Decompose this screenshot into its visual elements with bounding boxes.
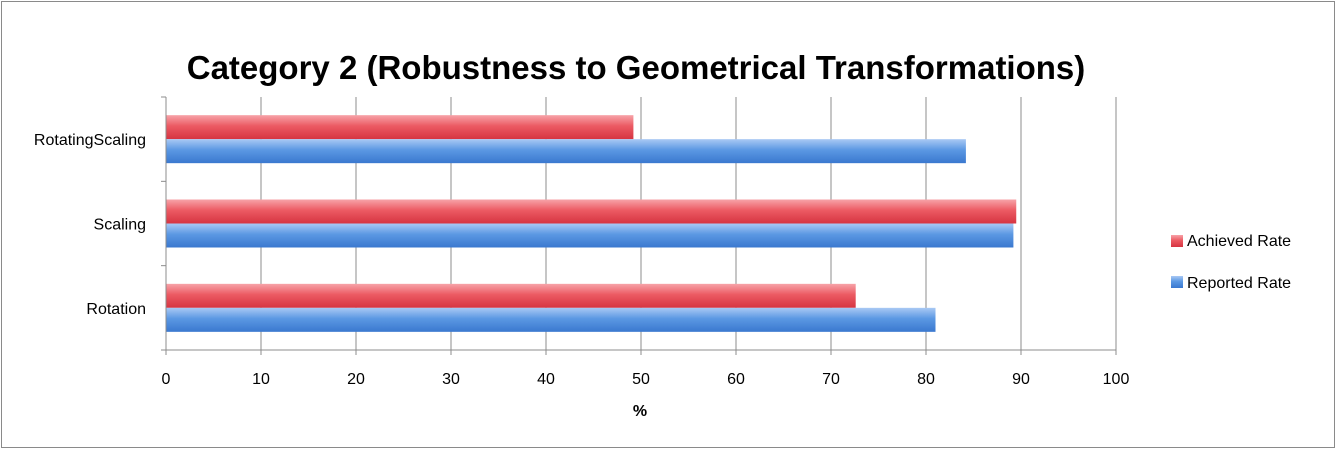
legend-swatch-reported [1171, 276, 1183, 288]
x-tick-label-0: 0 [162, 371, 171, 388]
legend-label-achieved: Achieved Rate [1187, 233, 1291, 250]
x-tick-label-100: 100 [1103, 371, 1130, 388]
x-tick-label-30: 30 [442, 371, 460, 388]
bar-achieved-rate-rotation [166, 283, 856, 308]
x-tick-label-80: 80 [917, 371, 935, 388]
chart-title: Category 2 (Robustness to Geometrical Tr… [187, 49, 1086, 86]
axes [161, 96, 1117, 355]
y-tick-label-rotatingscaling: RotatingScaling [34, 132, 146, 149]
y-tick-label-scaling: Scaling [94, 217, 146, 234]
legend-swatch-achieved [1171, 235, 1183, 247]
x-tick-label-60: 60 [727, 371, 745, 388]
bar-reported-rate-scaling [166, 223, 1014, 248]
x-tick-label-40: 40 [537, 371, 555, 388]
x-tick-label-70: 70 [822, 371, 840, 388]
x-tick-label-10: 10 [252, 371, 270, 388]
tick-labels: 0 10 20 30 40 50 60 70 80 90 100 Rotation Scaling Rot… [34, 132, 1130, 388]
x-tick-label-50: 50 [632, 371, 650, 388]
legend: Achieved Rate Reported Rate [1171, 233, 1291, 292]
bars [166, 115, 1017, 332]
bar-reported-rate-rotation [166, 307, 936, 332]
x-tick-label-90: 90 [1012, 371, 1030, 388]
y-tick-label-rotation: Rotation [86, 301, 146, 318]
x-tick-label-20: 20 [347, 371, 365, 388]
bar-achieved-rate-rotatingscaling [166, 115, 634, 140]
x-axis-title: % [633, 403, 647, 420]
bar-achieved-rate-scaling [166, 199, 1017, 224]
legend-label-reported: Reported Rate [1187, 275, 1291, 292]
bar-reported-rate-rotatingscaling [166, 139, 966, 164]
